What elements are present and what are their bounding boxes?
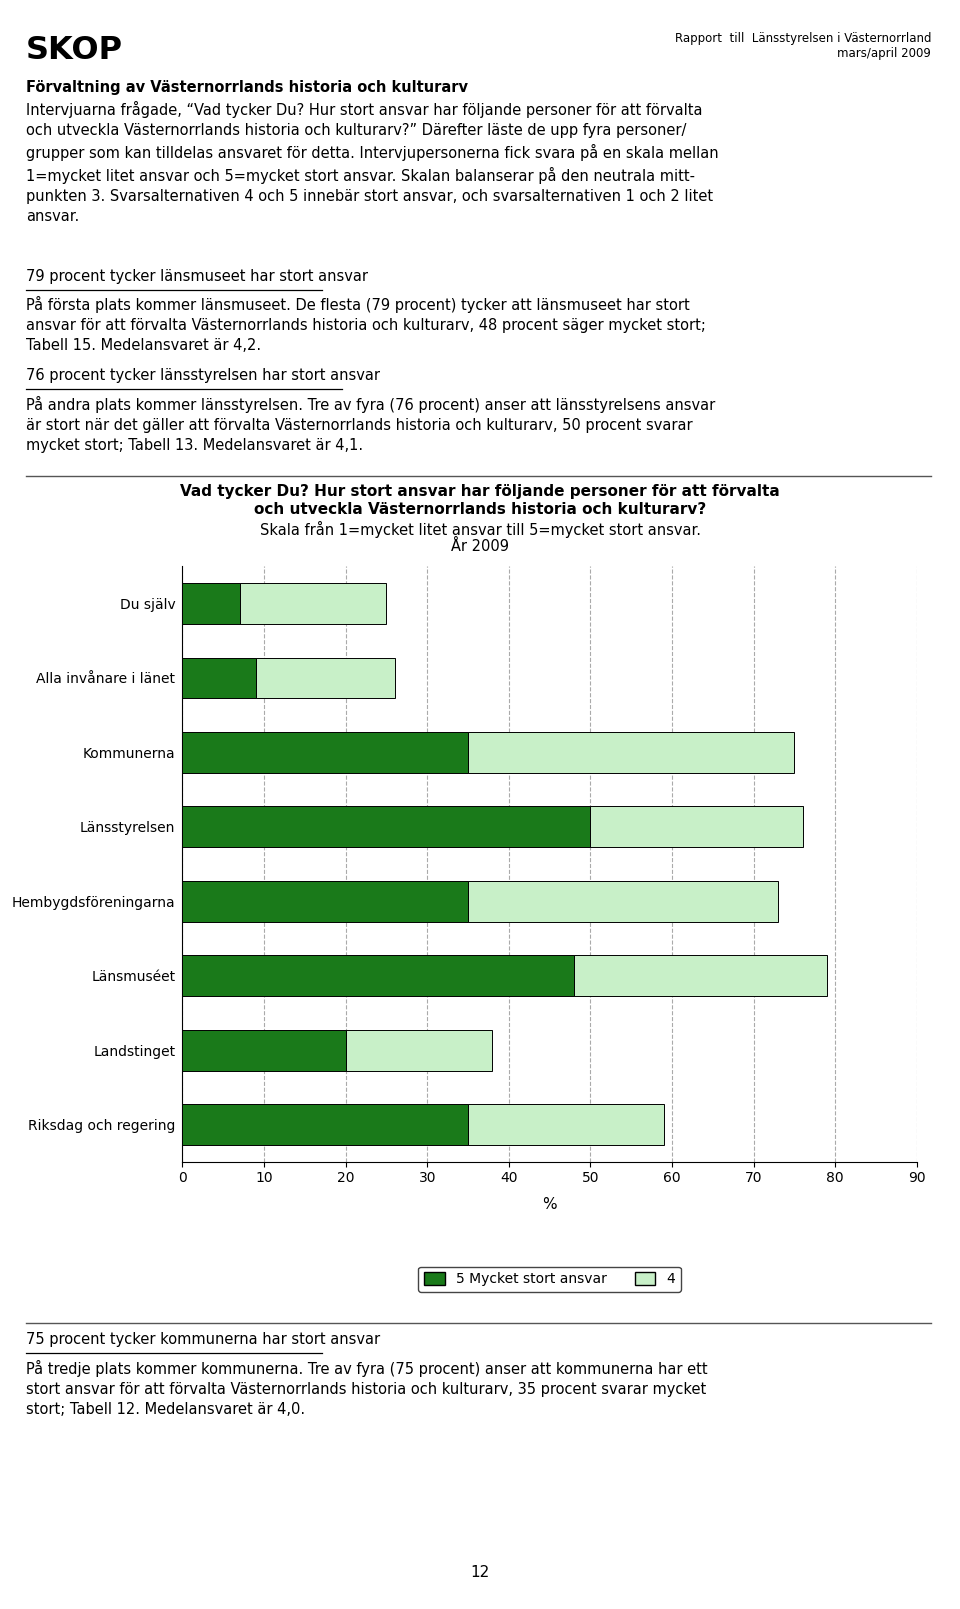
Bar <box>240 582 386 624</box>
Text: SKOP: SKOP <box>26 35 123 66</box>
Bar <box>590 806 803 848</box>
Bar <box>182 880 468 922</box>
Text: På första plats kommer länsmuseet. De flesta (79 procent) tycker att länsmuseet : På första plats kommer länsmuseet. De fl… <box>26 296 706 352</box>
Text: mars/april 2009: mars/april 2009 <box>837 47 931 60</box>
Bar <box>468 880 779 922</box>
Text: 12: 12 <box>470 1566 490 1580</box>
Text: På andra plats kommer länsstyrelsen. Tre av fyra (76 procent) anser att länsstyr: På andra plats kommer länsstyrelsen. Tre… <box>26 396 715 452</box>
Bar <box>182 582 240 624</box>
Bar <box>468 1104 664 1146</box>
Bar <box>182 806 590 848</box>
Bar <box>574 956 828 996</box>
Bar <box>182 956 574 996</box>
Legend: 5 Mycket stort ansvar, 4: 5 Mycket stort ansvar, 4 <box>419 1266 681 1292</box>
Text: På tredje plats kommer kommunerna. Tre av fyra (75 procent) anser att kommunerna: På tredje plats kommer kommunerna. Tre a… <box>26 1360 708 1416</box>
Bar <box>182 658 255 698</box>
Bar <box>346 1030 492 1070</box>
Text: och utveckla Västernorrlands historia och kulturarv?: och utveckla Västernorrlands historia oc… <box>253 502 707 516</box>
X-axis label: %: % <box>542 1197 557 1212</box>
Bar <box>182 1030 346 1070</box>
Text: Förvaltning av Västernorrlands historia och kulturarv: Förvaltning av Västernorrlands historia … <box>26 80 468 95</box>
Bar <box>468 732 795 772</box>
Text: 76 procent tycker länsstyrelsen har stort ansvar: 76 procent tycker länsstyrelsen har stor… <box>26 368 380 383</box>
Text: Skala från 1=mycket litet ansvar till 5=mycket stort ansvar.: Skala från 1=mycket litet ansvar till 5=… <box>259 521 701 539</box>
Text: Rapport  till  Länsstyrelsen i Västernorrland: Rapport till Länsstyrelsen i Västernorrl… <box>675 32 931 45</box>
Text: Vad tycker Du? Hur stort ansvar har följande personer för att förvalta: Vad tycker Du? Hur stort ansvar har följ… <box>180 484 780 499</box>
Text: 79 procent tycker länsmuseet har stort ansvar: 79 procent tycker länsmuseet har stort a… <box>26 269 368 283</box>
Text: 75 procent tycker kommunerna har stort ansvar: 75 procent tycker kommunerna har stort a… <box>26 1332 380 1347</box>
Text: Intervjuarna frågade, “Vad tycker Du? Hur stort ansvar har följande personer för: Intervjuarna frågade, “Vad tycker Du? Hu… <box>26 101 718 224</box>
Bar <box>182 732 468 772</box>
Bar <box>182 1104 468 1146</box>
Text: År 2009: År 2009 <box>451 539 509 553</box>
Bar <box>255 658 395 698</box>
